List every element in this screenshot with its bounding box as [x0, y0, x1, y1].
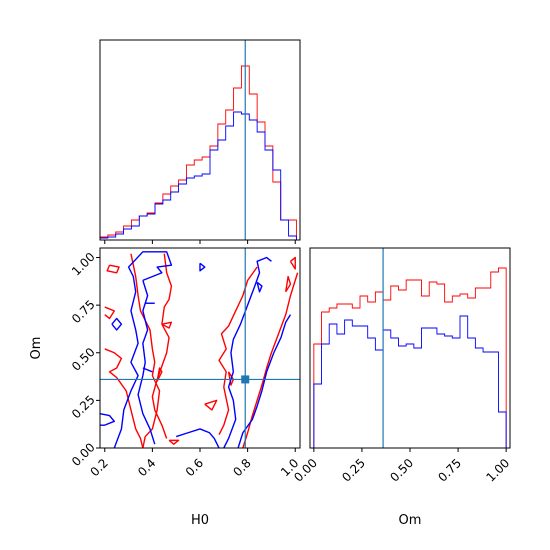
hist-Om-series: [313, 267, 507, 448]
hist-H0-frame: [99, 39, 301, 241]
contour-line-series-1: [151, 253, 173, 439]
contour-line-series-1: [156, 367, 163, 382]
x-tick-label: 0.8: [230, 456, 253, 479]
hist-Om-xticks: 0.00 0.25 0.50 0.75 1.00: [291, 448, 512, 485]
contour-line-series-2: [111, 317, 123, 331]
hist-H0-series: [99, 65, 297, 240]
histogram-series-1: [313, 267, 507, 448]
y-tick-label: 1.00: [69, 250, 98, 279]
contour-line-series-1: [104, 306, 115, 320]
contour-truth-point: [241, 375, 250, 384]
contour-y-axis-label: Om: [29, 337, 44, 360]
contour-line-series-2: [137, 280, 156, 445]
x-tick-label: 0.25: [339, 456, 368, 485]
contour-line-series-2: [237, 314, 292, 449]
x-tick-label: 0.6: [183, 456, 206, 479]
hist-H0-xticks: [104, 240, 296, 244]
contour-frame: [99, 247, 301, 449]
x-tick-label: 1.00: [483, 456, 512, 485]
contour-line-series-1: [218, 266, 258, 435]
contour-line-series-1: [104, 348, 144, 449]
panel-hist-Om: 0.00 0.25 0.50 0.75 1.00 Om: [291, 247, 512, 528]
x-tick-label: 0.75: [435, 456, 464, 485]
contour-line-series-2: [113, 251, 173, 449]
contour-line-series-1: [285, 275, 292, 293]
contour-line-series-2: [256, 281, 263, 293]
contour-line-series-2: [142, 367, 153, 373]
contour-line-series-2: [199, 262, 206, 272]
panel-contour: 0.2 0.4 0.6 0.8 1.0 0.000.250.500.751.00 H0 …: [29, 247, 301, 528]
x-tick-label: 0.2: [87, 456, 110, 479]
x-tick-label: 0.50: [387, 456, 416, 485]
contour-series: [99, 251, 299, 449]
y-tick-label: 0.25: [69, 393, 98, 422]
histogram-series-2: [99, 111, 297, 240]
contour-line-series-2: [223, 256, 272, 449]
x-tick-label: 0.4: [135, 456, 158, 479]
y-tick-label: 0.75: [69, 297, 98, 326]
contour-line-series-1: [168, 439, 180, 445]
histogram-series-1: [99, 65, 297, 240]
contour-yticks: 0.000.250.500.751.00: [69, 250, 100, 469]
contour-x-axis-label: H0: [191, 513, 209, 528]
hist-Om-x-axis-label: Om: [399, 513, 422, 528]
contour-xticks: 0.2 0.4 0.6 0.8 1.0: [87, 448, 301, 479]
contour-line-series-1: [289, 256, 296, 270]
contour-line-series-1: [106, 264, 120, 274]
contour-line-series-1: [227, 371, 235, 386]
histogram-series-2: [313, 315, 507, 448]
contour-line-series-1: [204, 399, 218, 411]
y-tick-label: 0.50: [69, 345, 98, 374]
panel-hist-H0: [99, 39, 301, 244]
contour-line-series-1: [161, 321, 173, 329]
contour-line-series-2: [175, 428, 220, 449]
contour-line-series-2: [99, 413, 115, 426]
contour-line-series-1: [242, 272, 299, 449]
contour-line-series-1: [130, 253, 161, 449]
